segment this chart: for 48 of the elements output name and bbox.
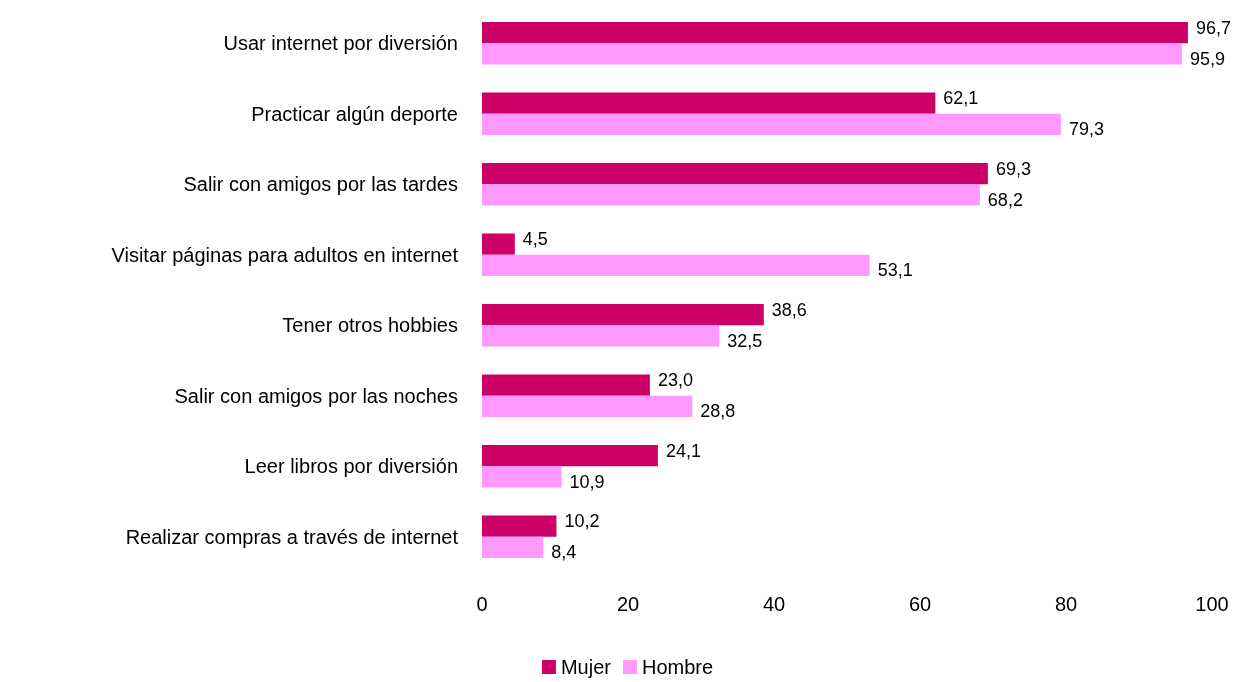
y-tick-label: Tener otros hobbies xyxy=(282,314,458,337)
data-label: 96,7 xyxy=(1195,17,1231,38)
bar xyxy=(482,325,720,347)
data-label: 95,9 xyxy=(1190,48,1226,69)
data-label: 10,2 xyxy=(564,511,600,532)
bar xyxy=(482,536,544,558)
y-tick-label: Realizar compras a través de internet xyxy=(125,525,459,548)
x-tick-label: 20 xyxy=(616,593,640,615)
y-tick-label: Leer libros por diversión xyxy=(244,455,458,478)
x-tick-label: 80 xyxy=(1054,593,1078,615)
data-label: 53,1 xyxy=(877,260,913,281)
bar xyxy=(482,254,870,276)
data-label: 38,6 xyxy=(771,299,807,320)
data-label: 28,8 xyxy=(700,401,736,422)
y-tick-label: Salir con amigos por las tardes xyxy=(183,173,458,196)
legend-label: Mujer xyxy=(560,656,612,678)
y-tick-label: Salir con amigos por las noches xyxy=(174,384,458,407)
bar xyxy=(482,515,557,537)
bar xyxy=(482,43,1183,65)
bar xyxy=(482,304,764,326)
data-label: 69,3 xyxy=(995,158,1031,179)
bar xyxy=(482,395,693,417)
bar xyxy=(482,113,1061,135)
bar xyxy=(482,184,980,206)
x-tick-label: 100 xyxy=(1195,593,1229,615)
bar xyxy=(482,445,658,467)
data-label: 10,9 xyxy=(569,471,605,492)
y-tick-label: Visitar páginas para adultos en internet xyxy=(111,243,459,266)
data-label: 8,4 xyxy=(551,542,577,563)
data-label: 24,1 xyxy=(665,440,701,461)
data-label: 32,5 xyxy=(727,330,763,351)
bar xyxy=(482,22,1188,44)
legend-label: Hombre xyxy=(641,656,714,678)
data-label: 68,2 xyxy=(987,189,1023,210)
x-tick-label: 0 xyxy=(476,593,488,615)
y-tick-label: Usar internet por diversión xyxy=(223,32,458,55)
bar xyxy=(482,374,650,396)
bar xyxy=(482,92,936,114)
x-tick-label: 60 xyxy=(908,593,932,615)
bar xyxy=(482,163,988,185)
x-tick-label: 40 xyxy=(762,593,786,615)
data-label: 62,1 xyxy=(943,88,979,109)
bar xyxy=(482,233,515,255)
y-tick-label: Practicar algún deporte xyxy=(251,102,458,125)
bar xyxy=(482,466,562,488)
data-label: 4,5 xyxy=(522,229,548,250)
data-label: 23,0 xyxy=(657,370,693,391)
data-label: 79,3 xyxy=(1068,119,1104,140)
